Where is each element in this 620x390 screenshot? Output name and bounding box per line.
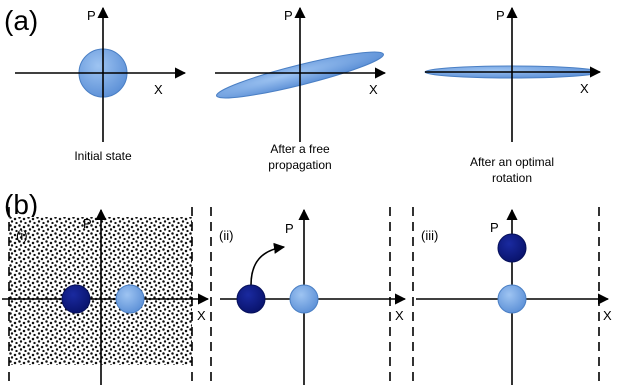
subpanel-ii-x-label: X (395, 308, 404, 323)
free-p-label: P (284, 8, 293, 23)
panel-a-free-propagation: P X After a free propagation (215, 6, 387, 172)
subpanel-ii-label: (ii) (219, 228, 233, 243)
subpanel-i-x-label: X (197, 308, 206, 323)
panel-a-optimal-rotation: P X After an optimal rotation (424, 6, 602, 185)
subpanel-iii-label: (iii) (421, 228, 438, 243)
subpanel-ii-p-label: P (285, 221, 294, 236)
subpanel-iii-dark-state (497, 233, 527, 263)
panel-b-subpanel-iii: (iii) P X (412, 207, 612, 385)
subpanel-iii-p-label: P (490, 220, 499, 235)
subpanel-i-light-state (115, 284, 145, 314)
free-caption-line2: propagation (268, 158, 331, 172)
optimal-caption-line2: rotation (492, 171, 532, 185)
panel-a-label: (a) (4, 5, 38, 36)
subpanel-iii-x-label: X (603, 308, 612, 323)
optimal-caption-line1: After an optimal (470, 155, 554, 169)
panel-b-subpanel-ii: (ii) P X (210, 207, 407, 385)
panel-b-subpanel-i: (i) P X (2, 207, 210, 385)
subpanel-ii-light-state (289, 284, 319, 314)
subpanel-i-dark-state (61, 284, 91, 314)
initial-caption-line1: Initial state (74, 149, 132, 163)
initial-p-label: P (87, 8, 96, 23)
subpanel-i-label: (i) (16, 228, 28, 243)
panel-a-initial-state: P X Initial state (15, 6, 187, 163)
subpanel-ii-dark-state (236, 284, 266, 314)
optimal-x-label: X (580, 81, 589, 96)
initial-x-label: X (154, 82, 163, 97)
subpanel-iii-light-state (497, 284, 527, 314)
optimal-p-label: P (496, 8, 505, 23)
displacement-arrow (250, 242, 286, 286)
free-caption-line1: After a free (270, 142, 330, 156)
free-x-label: X (369, 82, 378, 97)
subpanel-i-p-label: P (83, 216, 92, 231)
